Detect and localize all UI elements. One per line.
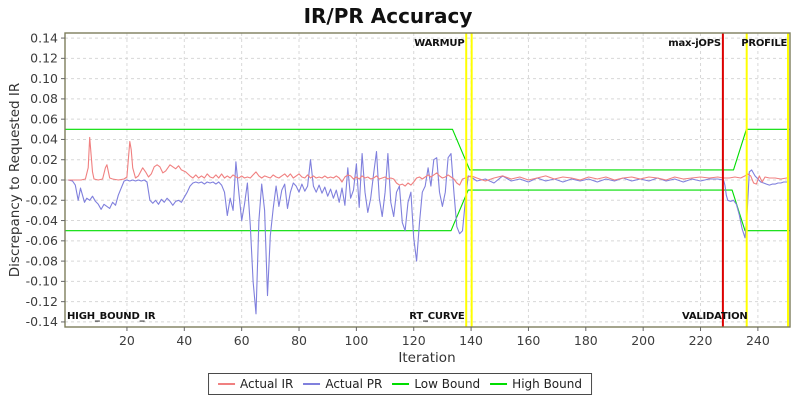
y-tick-label--0.06: -0.06 <box>26 233 58 248</box>
x-tick-label-200: 200 <box>631 333 655 348</box>
legend: Actual IR Actual PR Low Bound High Bound <box>208 373 592 395</box>
x-tick-label-180: 180 <box>574 333 598 348</box>
x-tick-label-60: 60 <box>234 333 250 348</box>
annotation-layer: WARMUP RT_CURVE max-jOPS VALIDATION PROFILE H… <box>67 38 788 322</box>
annotation-rt-curve: RT_CURVE <box>409 311 465 322</box>
legend-label-low-bound: Low Bound <box>414 377 481 391</box>
chart-title: IR/PR Accuracy <box>304 4 473 28</box>
y-tick-label--0.14: -0.14 <box>26 314 58 329</box>
legend-swatch-low-bound <box>392 383 410 385</box>
annotation-high-bound-ir: HIGH_BOUND_IR <box>67 311 156 322</box>
y-tick-label--0.1: -0.10 <box>26 274 58 289</box>
x-tick-label-220: 220 <box>689 333 713 348</box>
x-tick-label-140: 140 <box>459 333 483 348</box>
y-tick-label-0.04: 0.04 <box>30 132 58 147</box>
series-low-bound-line <box>65 189 790 232</box>
y-tick-label-0: 0.00 <box>30 172 58 187</box>
legend-label-high-bound: High Bound <box>512 377 582 391</box>
annotation-max-jops: max-jOPS <box>668 38 721 49</box>
series-high-bound-line <box>65 128 790 171</box>
x-tick-label-120: 120 <box>402 333 426 348</box>
x-tick-label-100: 100 <box>344 333 368 348</box>
y-tick-label--0.04: -0.04 <box>26 213 58 228</box>
grid-layer <box>65 33 790 327</box>
legend-swatch-actual-pr <box>303 383 321 385</box>
y-tick-label-0.06: 0.06 <box>30 111 58 126</box>
annotation-warmup: WARMUP <box>414 38 464 49</box>
x-axis-title: Iteration <box>398 350 455 366</box>
y-tick-label--0.02: -0.02 <box>26 192 58 207</box>
y-tick-label--0.12: -0.12 <box>26 294 58 309</box>
phase-marker-layer <box>465 33 789 327</box>
y-tick-label-0.14: 0.14 <box>30 30 58 45</box>
x-tick-label-240: 240 <box>746 333 770 348</box>
y-tick-label-0.12: 0.12 <box>30 51 58 66</box>
y-tick-label--0.08: -0.08 <box>26 253 58 268</box>
annotation-validation: VALIDATION <box>682 311 748 322</box>
legend-item-low-bound: Low Bound <box>392 377 480 391</box>
series-actual-ir-line <box>68 136 789 187</box>
axis-layer: 0.14 0.12 0.10 0.08 0.06 0.04 0.02 0.00 -0.02 -0.… <box>26 30 770 348</box>
legend-swatch-high-bound <box>490 383 508 385</box>
legend-item-actual-ir: Actual IR <box>218 377 293 391</box>
x-tick-label-20: 20 <box>119 333 135 348</box>
x-tick-label-40: 40 <box>176 333 192 348</box>
y-axis-title: Discrepancy to Requested IR <box>7 83 23 277</box>
series-layer <box>65 128 790 315</box>
legend-label-actual-pr: Actual PR <box>325 377 383 391</box>
legend-item-high-bound: High Bound <box>490 377 582 391</box>
legend-label-actual-ir: Actual IR <box>240 377 294 391</box>
legend-swatch-actual-ir <box>218 383 236 385</box>
legend-item-actual-pr: Actual PR <box>303 377 382 391</box>
y-tick-label-0.08: 0.08 <box>30 91 58 106</box>
y-tick-label-0.1: 0.10 <box>30 71 58 86</box>
series-actual-pr-line <box>68 151 789 315</box>
y-tick-label-0.02: 0.02 <box>30 152 58 167</box>
annotation-profile: PROFILE <box>741 38 787 49</box>
x-tick-label-80: 80 <box>291 333 307 348</box>
x-tick-label-160: 160 <box>517 333 541 348</box>
